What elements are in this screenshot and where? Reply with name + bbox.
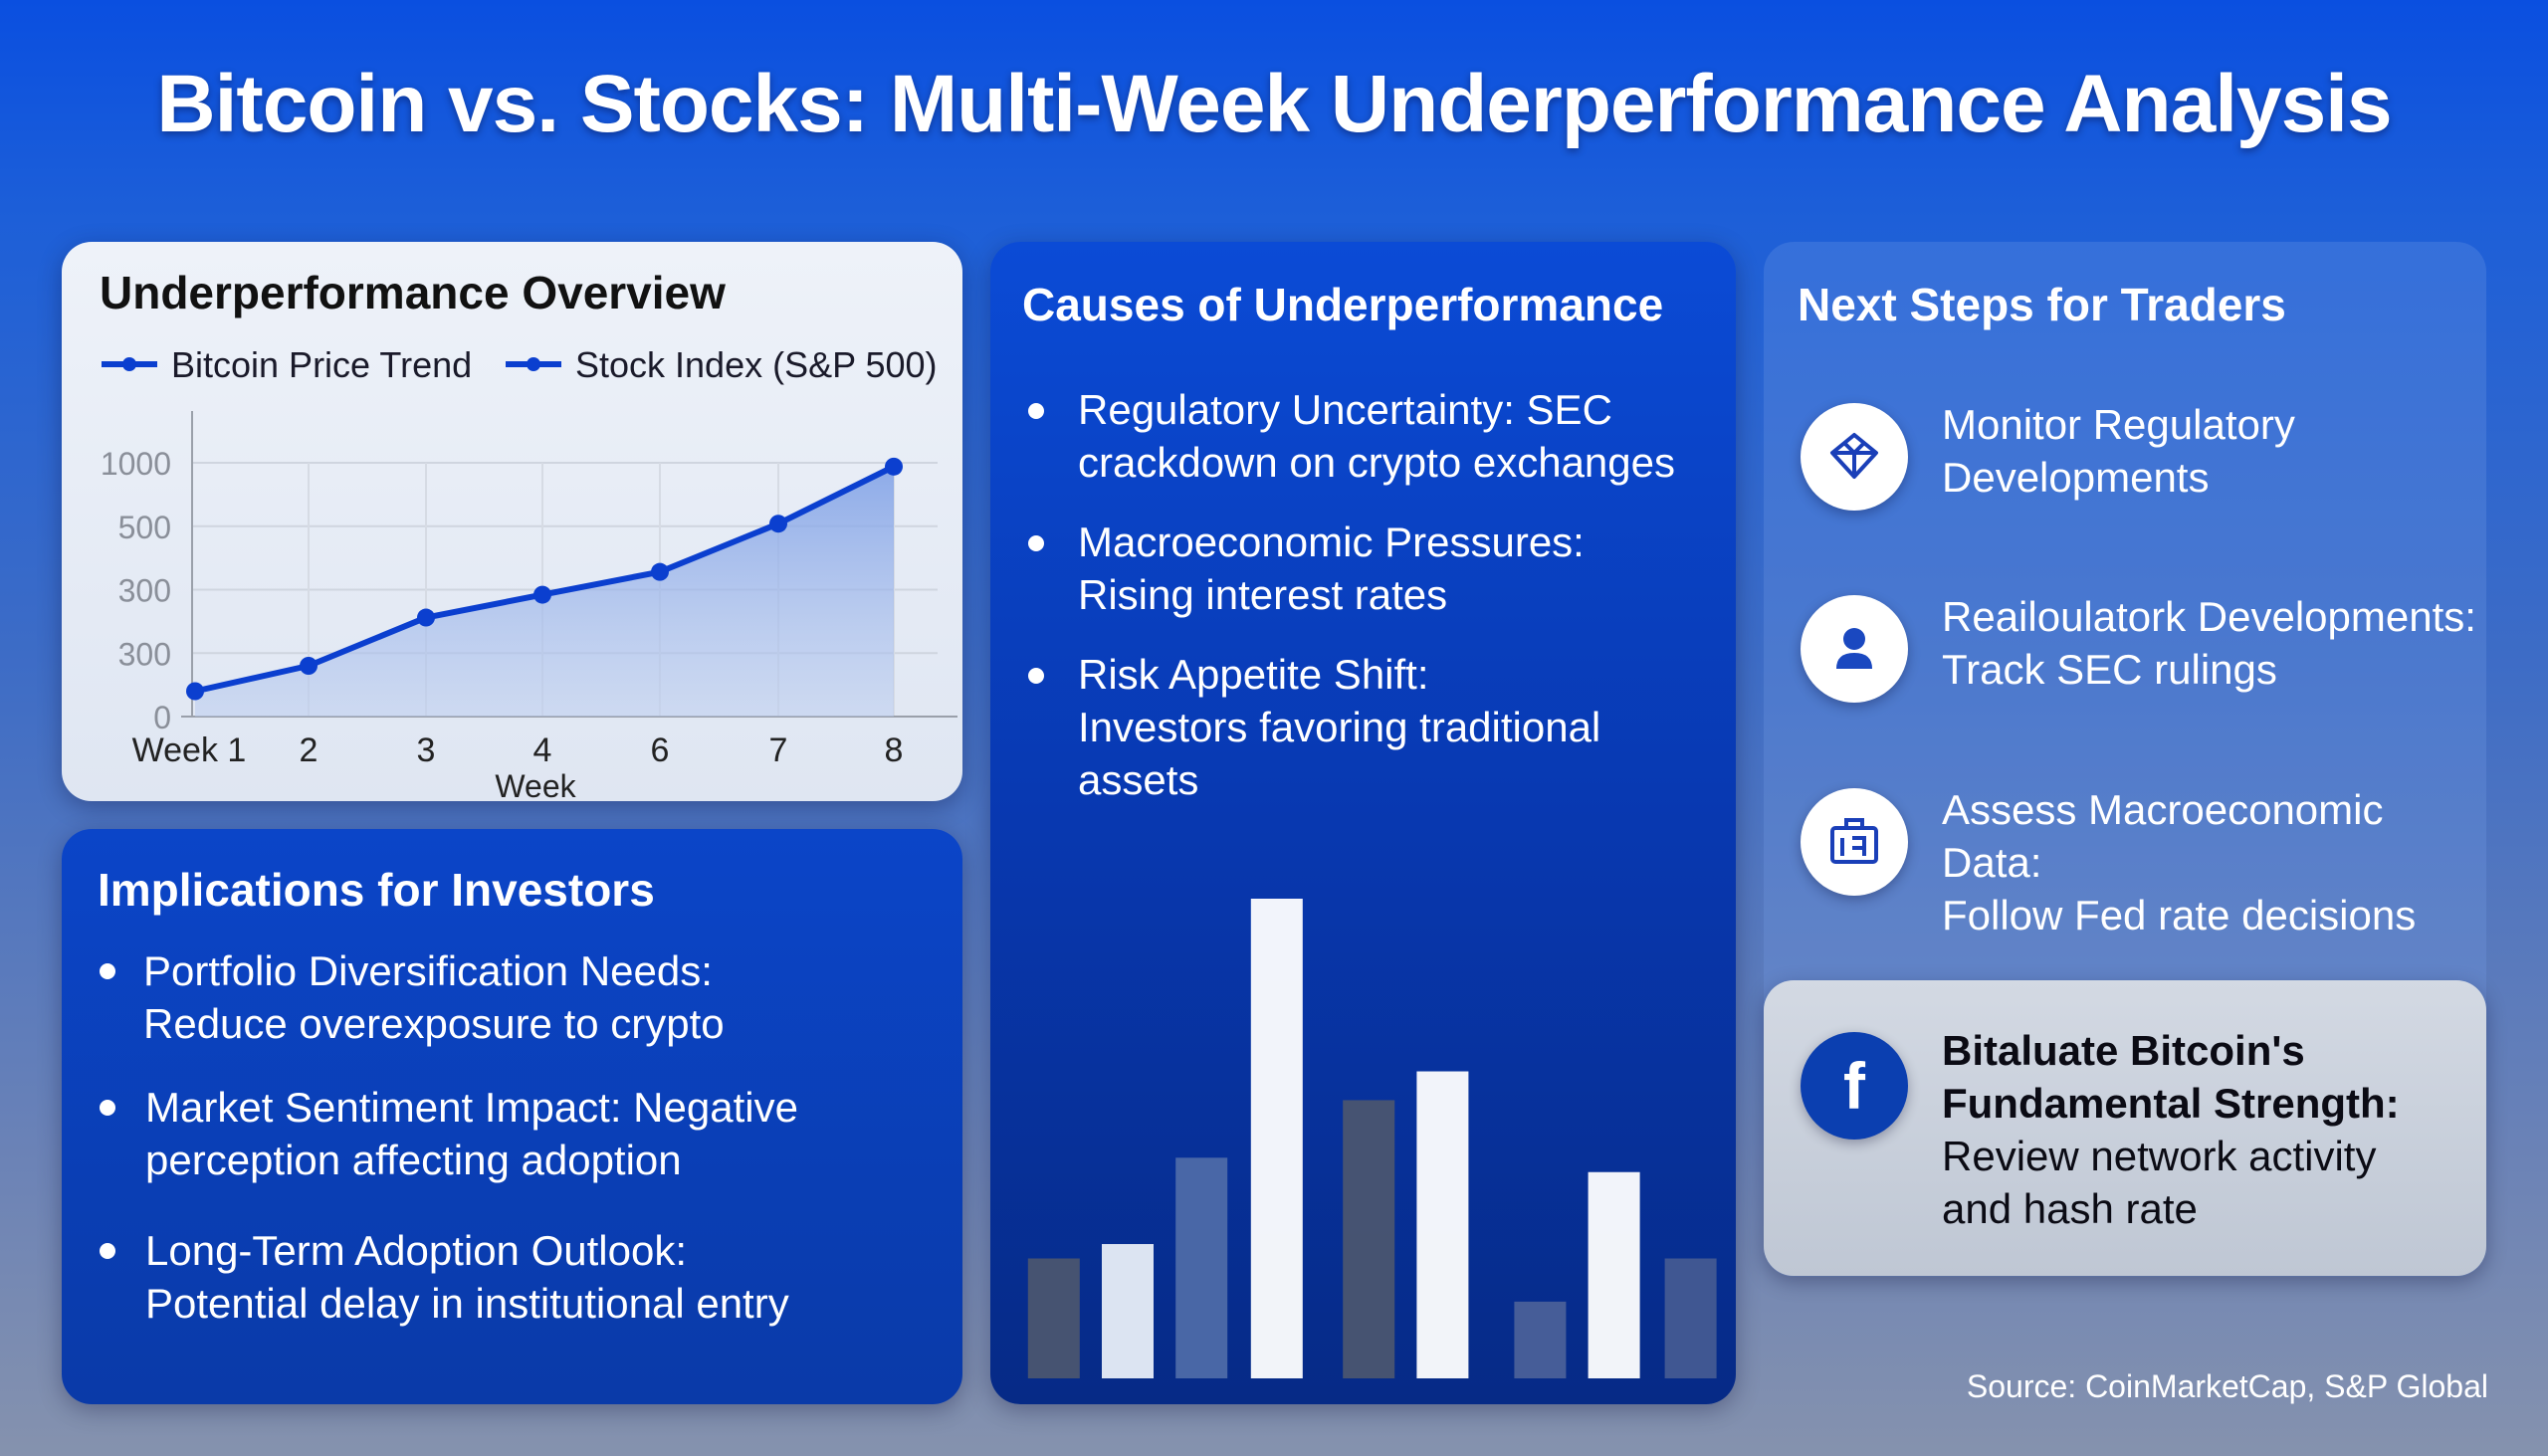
y-tick-label: 300: [118, 636, 171, 672]
legend-stock-marker-icon: [527, 357, 540, 371]
area-fill: [195, 466, 894, 717]
line: Risk Appetite Shift:: [1078, 651, 1429, 698]
bar: [1514, 1301, 1567, 1378]
data-point: [186, 682, 204, 701]
implications-card: Implications for Investors Portfolio Div…: [62, 829, 962, 1404]
bullet-icon: [100, 1243, 115, 1259]
line: Macroeconomic Pressures:: [1078, 519, 1585, 565]
bar: [1027, 1258, 1080, 1378]
list-item: Risk Appetite Shift: Investors favoring t…: [1078, 648, 1600, 806]
bar: [1343, 1100, 1395, 1378]
item-body: perception affecting adoption: [145, 1137, 682, 1183]
line: Bitaluate Bitcoin's: [1942, 1027, 2305, 1074]
source-note: Source: CoinMarketCap, S&P Global: [1966, 1368, 2488, 1404]
x-tick-label: 4: [533, 731, 552, 769]
line: Fundamental Strength:: [1942, 1080, 2400, 1127]
line: Regulatory Uncertainty: SEC: [1078, 386, 1612, 433]
legend-stock: Stock Index (S&P 500): [575, 344, 938, 385]
y-tick-label: 300: [118, 573, 171, 609]
list-item: Macroeconomic Pressures: Rising interest …: [1078, 516, 1585, 621]
bar: [1250, 899, 1303, 1378]
bar: [1664, 1258, 1717, 1378]
data-point: [300, 657, 318, 675]
y-tick-label: 0: [153, 700, 171, 735]
causes-title: Causes of Underperformance: [1022, 279, 1664, 330]
line: Follow Fed rate decisions: [1942, 892, 2417, 938]
diamond-icon: [1801, 403, 1908, 511]
bullet-icon: [1028, 403, 1044, 419]
data-point: [651, 562, 669, 581]
list-item: Long-Term Adoption Outlook: Potential del…: [145, 1224, 789, 1330]
bar: [1175, 1157, 1228, 1378]
step-item: Assess Macroeconomic Data: Follow Fed rat…: [1942, 783, 2486, 941]
line: Developments: [1942, 454, 2210, 501]
x-tick-label: 3: [417, 731, 436, 769]
x-tick-label: 7: [769, 731, 788, 769]
user-icon: [1801, 595, 1908, 703]
next-steps-title: Next Steps for Traders: [1798, 279, 2286, 330]
bullet-icon: [1028, 535, 1044, 551]
line: Assess Macroeconomic Data:: [1942, 786, 2384, 886]
line: crackdown on crypto exchanges: [1078, 439, 1675, 486]
line: Investors favoring traditional: [1078, 704, 1601, 750]
item-body: Potential delay in institutional entry: [145, 1280, 789, 1327]
item-head: Portfolio Diversification Needs:: [143, 947, 713, 994]
line: Review network activity: [1942, 1133, 2377, 1179]
line-chart: Bitcoin Price Trend Stock Index (S&P 500)…: [101, 344, 957, 801]
line: Track SEC rulings: [1942, 646, 2277, 693]
x-tick-label: 6: [651, 731, 670, 769]
y-tick-label: 1000: [101, 446, 171, 482]
calendar-briefcase-icon: [1801, 788, 1908, 896]
facebook-icon: f: [1801, 1032, 1908, 1140]
legend-bitcoin: Bitcoin Price Trend: [171, 344, 472, 385]
overview-title: Underperformance Overview: [100, 267, 726, 318]
list-item: Portfolio Diversification Needs: Reduce o…: [143, 944, 725, 1050]
y-tick-label: 500: [118, 510, 171, 545]
bullet-icon: [100, 1100, 115, 1116]
list-item: Market Sentiment Impact: Negative percept…: [145, 1081, 798, 1186]
item-head: Long-Term Adoption Outlook:: [145, 1227, 687, 1274]
x-tick-label: 2: [300, 731, 318, 769]
line: Monitor Regulatory: [1942, 401, 2295, 448]
overview-card: Underperformance Overview Bitcoin Price …: [62, 242, 962, 801]
implications-title: Implications for Investors: [98, 864, 655, 916]
line: Rising interest rates: [1078, 571, 1448, 618]
line: Reailoulatork Developments:: [1942, 593, 2476, 640]
causes-card: Causes of Underperformance Regulatory Un…: [990, 242, 1736, 1404]
data-point: [769, 515, 787, 533]
line: assets: [1078, 756, 1199, 803]
page-title: Bitcoin vs. Stocks: Multi-Week Underperf…: [156, 59, 2392, 149]
bar-chart: [1027, 899, 1717, 1378]
evaluate-text: Bitaluate Bitcoin's Fundamental Strength…: [1942, 1024, 2400, 1235]
x-tick-label: 8: [885, 731, 904, 769]
x-axis-label: Week: [495, 768, 576, 801]
data-point: [417, 608, 435, 627]
bullet-icon: [100, 963, 115, 979]
item-body: Reduce overexposure to crypto: [143, 1000, 725, 1047]
bar: [1416, 1071, 1469, 1378]
bullet-icon: [1028, 668, 1044, 684]
data-point: [533, 585, 551, 604]
step-item: Reailoulatork Developments: Track SEC rul…: [1942, 590, 2476, 696]
line: and hash rate: [1942, 1185, 2198, 1232]
step-item: Monitor Regulatory Developments: [1942, 398, 2295, 504]
data-point: [885, 457, 903, 476]
legend-bitcoin-marker-icon: [122, 357, 136, 371]
item-head: Market Sentiment Impact: Negative: [145, 1084, 798, 1131]
x-tick-label: Week 1: [132, 731, 247, 769]
list-item: Regulatory Uncertainty: SEC crackdown on …: [1078, 383, 1675, 489]
bar: [1102, 1244, 1154, 1378]
bar: [1588, 1171, 1640, 1378]
evaluate-card: f Bitaluate Bitcoin's Fundamental Streng…: [1764, 980, 2486, 1276]
